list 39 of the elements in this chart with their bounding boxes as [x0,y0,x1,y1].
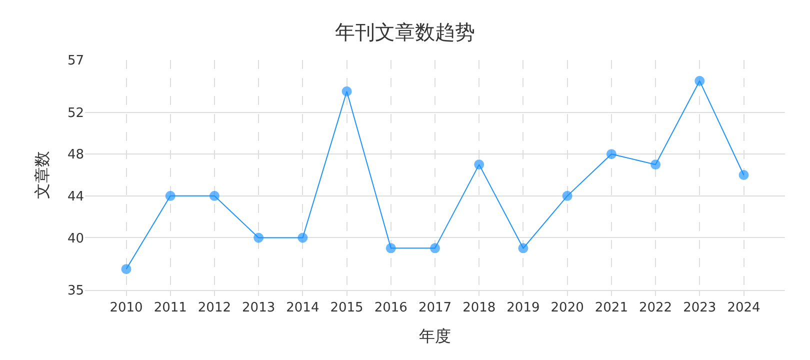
point [606,149,616,160]
y-tick-label: 44 [67,189,84,204]
point [165,190,176,201]
y-tick-label: 52 [67,106,84,121]
x-tick-label: 2016 [374,300,408,316]
x-tick-label: 2010 [110,300,143,316]
point [342,86,352,96]
chart-title: 年刊文章数趋势 [335,20,475,44]
x-tick-label: 2024 [727,300,760,316]
x-tick-label: 2011 [154,300,187,316]
x-tick-label: 2017 [418,300,452,316]
point [121,264,132,274]
point [474,160,484,170]
x-tick-label: 2023 [683,300,716,316]
point [254,232,264,243]
y-tick-label: 48 [67,148,84,163]
x-tick-label: 2015 [330,300,364,316]
x-tick-label: 2019 [506,300,540,316]
point [562,190,572,201]
point [298,232,308,243]
x-tick-label: 2022 [638,300,672,316]
point [209,190,220,201]
point [650,160,661,170]
x-tick-label: 2020 [550,300,584,316]
x-axis-title: 年度 [419,326,451,346]
x-tick-label: 2014 [286,300,320,316]
y-tick-label: 40 [67,231,84,246]
y-axis-title: 文章数 [32,151,52,199]
point [694,76,705,86]
point [518,243,528,254]
point [430,243,440,254]
point [738,170,749,180]
x-tick-label: 2012 [198,300,232,316]
x-tick-label: 2021 [594,300,628,316]
y-tick-label: 57 [67,54,84,69]
x-tick-label: 2018 [462,300,496,316]
point [386,243,396,254]
y-tick-label: 35 [67,284,84,299]
x-tick-label: 2013 [242,300,276,316]
